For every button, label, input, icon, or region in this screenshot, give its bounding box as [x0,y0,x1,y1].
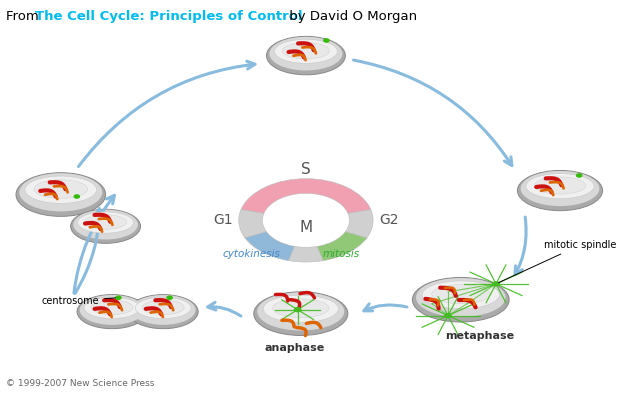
Ellipse shape [266,37,346,75]
Ellipse shape [526,173,594,198]
Ellipse shape [520,171,600,206]
Text: From: From [6,10,44,23]
Text: anaphase: anaphase [264,343,324,353]
Ellipse shape [70,209,141,243]
Ellipse shape [518,170,603,211]
Text: G2: G2 [380,213,399,227]
Text: centrosome: centrosome [42,296,116,306]
Ellipse shape [275,39,337,64]
Ellipse shape [269,37,342,71]
Ellipse shape [131,295,196,325]
Circle shape [116,296,121,299]
Text: The Cell Cycle: Principles of Control: The Cell Cycle: Principles of Control [35,10,303,23]
Wedge shape [245,232,294,260]
Wedge shape [346,210,373,238]
Ellipse shape [73,210,138,239]
Text: metaphase: metaphase [445,331,515,341]
Circle shape [167,296,172,299]
Ellipse shape [142,300,184,315]
Wedge shape [289,247,323,262]
Text: S: S [301,162,311,177]
Wedge shape [239,210,266,238]
Ellipse shape [77,212,134,233]
Text: M: M [300,220,312,235]
Ellipse shape [16,173,106,216]
Text: cytokinesis: cytokinesis [223,249,280,259]
Ellipse shape [135,297,191,318]
Circle shape [445,314,451,318]
Ellipse shape [273,299,329,318]
Circle shape [294,308,301,312]
Ellipse shape [84,215,127,229]
Ellipse shape [412,278,509,322]
Text: by David O Morgan: by David O Morgan [285,10,417,23]
Circle shape [324,39,329,42]
Circle shape [493,282,499,286]
Ellipse shape [19,173,102,212]
Text: mitosis: mitosis [323,249,360,259]
Ellipse shape [416,278,506,317]
Ellipse shape [253,292,348,335]
Ellipse shape [91,300,133,315]
Ellipse shape [263,295,339,322]
Ellipse shape [282,42,330,59]
Ellipse shape [34,180,88,198]
Ellipse shape [128,295,198,329]
Wedge shape [317,232,367,260]
Circle shape [577,174,582,177]
Ellipse shape [77,295,147,329]
Text: © 1999-2007 New Science Press: © 1999-2007 New Science Press [6,379,155,388]
Text: mitotic spindle: mitotic spindle [499,240,616,283]
Ellipse shape [534,177,586,194]
Wedge shape [241,179,371,213]
Ellipse shape [84,297,140,318]
Ellipse shape [422,281,499,309]
Circle shape [74,195,79,198]
Ellipse shape [257,292,344,331]
Ellipse shape [432,285,490,304]
Ellipse shape [79,295,145,325]
Ellipse shape [25,176,97,203]
Text: G1: G1 [213,213,232,227]
